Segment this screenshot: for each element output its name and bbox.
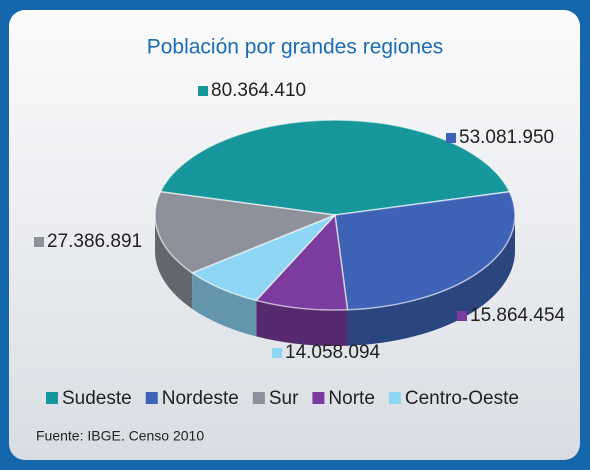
slice <box>254 213 349 311</box>
label-swatch <box>272 348 282 358</box>
slice <box>159 119 511 216</box>
label-swatch <box>457 311 467 321</box>
legend-swatch <box>46 392 58 404</box>
label-swatch <box>446 133 456 143</box>
legend-label: Sudeste <box>62 388 132 409</box>
legend-swatch <box>312 392 325 404</box>
slice-side <box>155 215 193 309</box>
annotations: 80.364.410 53.081.950 27.386.891 15.864.454… <box>34 80 566 409</box>
legend-swatch <box>252 392 265 404</box>
label-swatch <box>34 237 44 247</box>
legend-label: Sur <box>269 388 299 409</box>
pie <box>154 119 516 346</box>
legend-swatch <box>145 392 158 404</box>
data-label: 27.386.891 <box>47 231 142 252</box>
data-label: 15.864.454 <box>470 305 566 326</box>
legend-label: Centro-Oeste <box>405 388 519 409</box>
slice <box>334 190 516 311</box>
legend-swatch <box>388 392 401 404</box>
source: Fuente: IBGE. Censo 2010 <box>36 428 204 444</box>
slice-side <box>192 272 257 337</box>
data-label: 14.058.094 <box>285 342 381 363</box>
legend-label: Nordeste <box>162 388 239 409</box>
label-swatch <box>198 86 208 96</box>
legend-label: Norte <box>328 388 374 409</box>
slice-side <box>256 300 348 346</box>
data-label: 80.364.410 <box>211 80 306 101</box>
data-label: 53.081.950 <box>459 127 554 148</box>
slice-side <box>347 215 515 346</box>
slice <box>154 190 338 274</box>
chart-title: Población por grandes regiones <box>147 36 444 59</box>
